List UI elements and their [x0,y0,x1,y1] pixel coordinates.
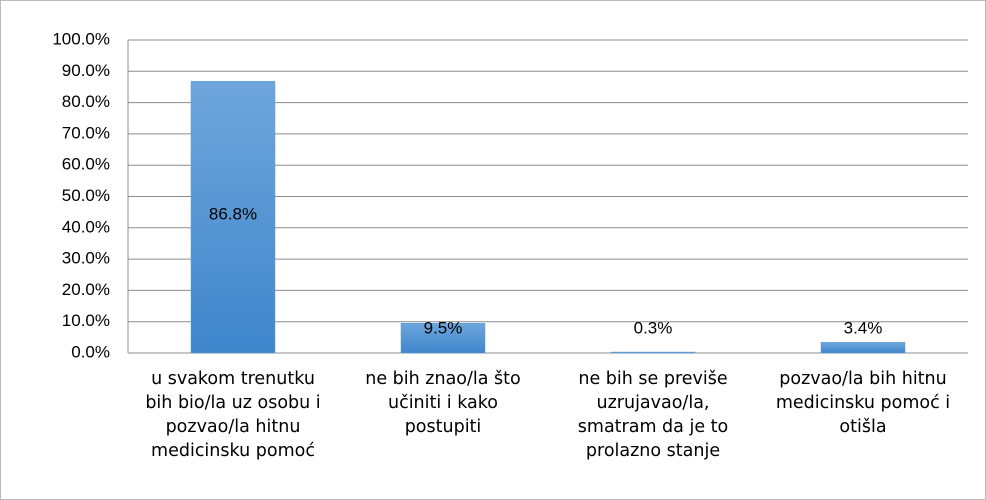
x-tick-label: pozvao/la bih hitnu medicinsku pomoć i o… [775,369,951,437]
x-tick-label-box: u svakom trenutku bih bio/la uz osobu i … [145,369,321,461]
x-tick-label: ne bih znao/la što učiniti i kako postup… [365,369,521,437]
bar [610,351,696,354]
data-label: 0.3% [634,318,673,337]
y-tick-label: 50.0% [62,186,110,205]
y-tick-label: 20.0% [62,280,110,299]
bar [400,323,486,354]
y-tick-label: 90.0% [62,61,110,80]
x-tick-label-box: pozvao/la bih hitnu medicinsku pomoć i o… [775,369,951,437]
y-tick-label: 80.0% [62,92,110,111]
bar [190,81,276,354]
x-tick-label: u svakom trenutku bih bio/la uz osobu i … [145,369,321,461]
data-label: 3.4% [844,318,883,337]
data-label: 9.5% [424,318,463,337]
y-tick-label: 30.0% [62,249,110,268]
y-tick-label: 70.0% [62,123,110,142]
y-tick-label: 40.0% [62,217,110,236]
data-label: 86.8% [209,205,257,224]
y-tick-label: 0.0% [71,342,110,361]
y-tick-label: 100.0% [52,29,110,48]
y-tick-label: 60.0% [62,155,110,174]
x-tick-label-box: ne bih se previše uzrujavao/la, smatram … [577,369,729,461]
bar [820,342,906,354]
y-tick-label: 10.0% [62,311,110,330]
x-tick-label-box: ne bih znao/la što učiniti i kako postup… [365,369,521,437]
x-tick-label: ne bih se previše uzrujavao/la, smatram … [577,369,729,461]
